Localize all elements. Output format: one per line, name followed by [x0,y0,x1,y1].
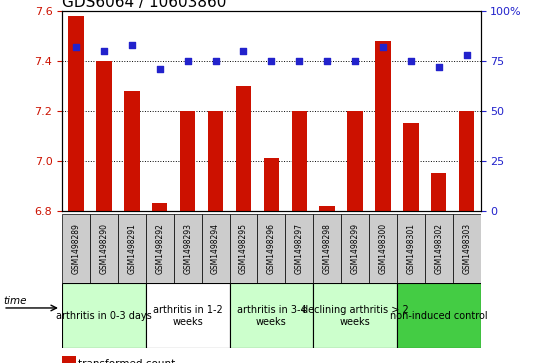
Text: GSM1498299: GSM1498299 [350,223,360,274]
Point [183,58,192,64]
Bar [146,214,174,283]
Text: GSM1498296: GSM1498296 [267,223,276,274]
Text: GSM1498300: GSM1498300 [379,223,388,274]
Text: GSM1498292: GSM1498292 [156,223,164,274]
Bar [403,123,418,211]
Bar [320,205,335,211]
Bar [208,111,223,211]
Text: arthritis in 0-3 days: arthritis in 0-3 days [56,311,152,321]
Text: GSM1498295: GSM1498295 [239,223,248,274]
Bar [285,214,313,283]
Point [295,58,303,64]
Bar [347,111,363,211]
Bar [264,158,279,211]
Bar [152,203,167,211]
Point [99,48,108,54]
Bar [90,214,118,283]
Bar [236,86,251,211]
Bar [397,214,425,283]
Bar [146,283,230,348]
Text: transformed count: transformed count [78,359,176,363]
Text: arthritis in 3-4
weeks: arthritis in 3-4 weeks [237,305,306,327]
Point [267,58,275,64]
Point [156,66,164,72]
Text: GSM1498302: GSM1498302 [434,223,443,274]
Text: GSM1498293: GSM1498293 [183,223,192,274]
Bar [124,91,139,211]
Text: declining arthritis > 2
weeks: declining arthritis > 2 weeks [302,305,408,327]
Point [407,58,415,64]
Point [211,58,220,64]
Text: GSM1498289: GSM1498289 [71,223,80,274]
Bar [201,214,229,283]
Text: GSM1498294: GSM1498294 [211,223,220,274]
Bar [69,16,84,211]
Bar [397,283,481,348]
Point [351,58,360,64]
Bar [453,214,481,283]
Bar [174,214,201,283]
Bar [118,214,146,283]
Bar [313,214,341,283]
Text: GSM1498298: GSM1498298 [323,223,332,274]
Bar [292,111,307,211]
Bar [425,214,453,283]
Text: GSM1498301: GSM1498301 [406,223,415,274]
Bar [230,214,258,283]
Text: GSM1498297: GSM1498297 [295,223,303,274]
Bar [375,41,390,211]
Bar [96,61,112,211]
Text: arthritis in 1-2
weeks: arthritis in 1-2 weeks [153,305,222,327]
Point [462,52,471,58]
Bar [180,111,195,211]
Bar [369,214,397,283]
Point [434,64,443,70]
Point [379,44,387,50]
Bar [230,283,313,348]
Bar [258,214,285,283]
Point [127,42,136,48]
Point [323,58,332,64]
Bar [459,111,474,211]
Text: time: time [3,297,26,306]
Text: non-induced control: non-induced control [390,311,488,321]
Bar [341,214,369,283]
Point [72,44,80,50]
Text: GSM1498303: GSM1498303 [462,223,471,274]
Text: GDS6064 / 10603860: GDS6064 / 10603860 [62,0,226,10]
Point [239,48,248,54]
Bar [313,283,397,348]
Bar [62,283,146,348]
Bar [431,173,447,211]
Text: GSM1498291: GSM1498291 [127,223,136,274]
Bar [62,214,90,283]
Text: GSM1498290: GSM1498290 [99,223,109,274]
